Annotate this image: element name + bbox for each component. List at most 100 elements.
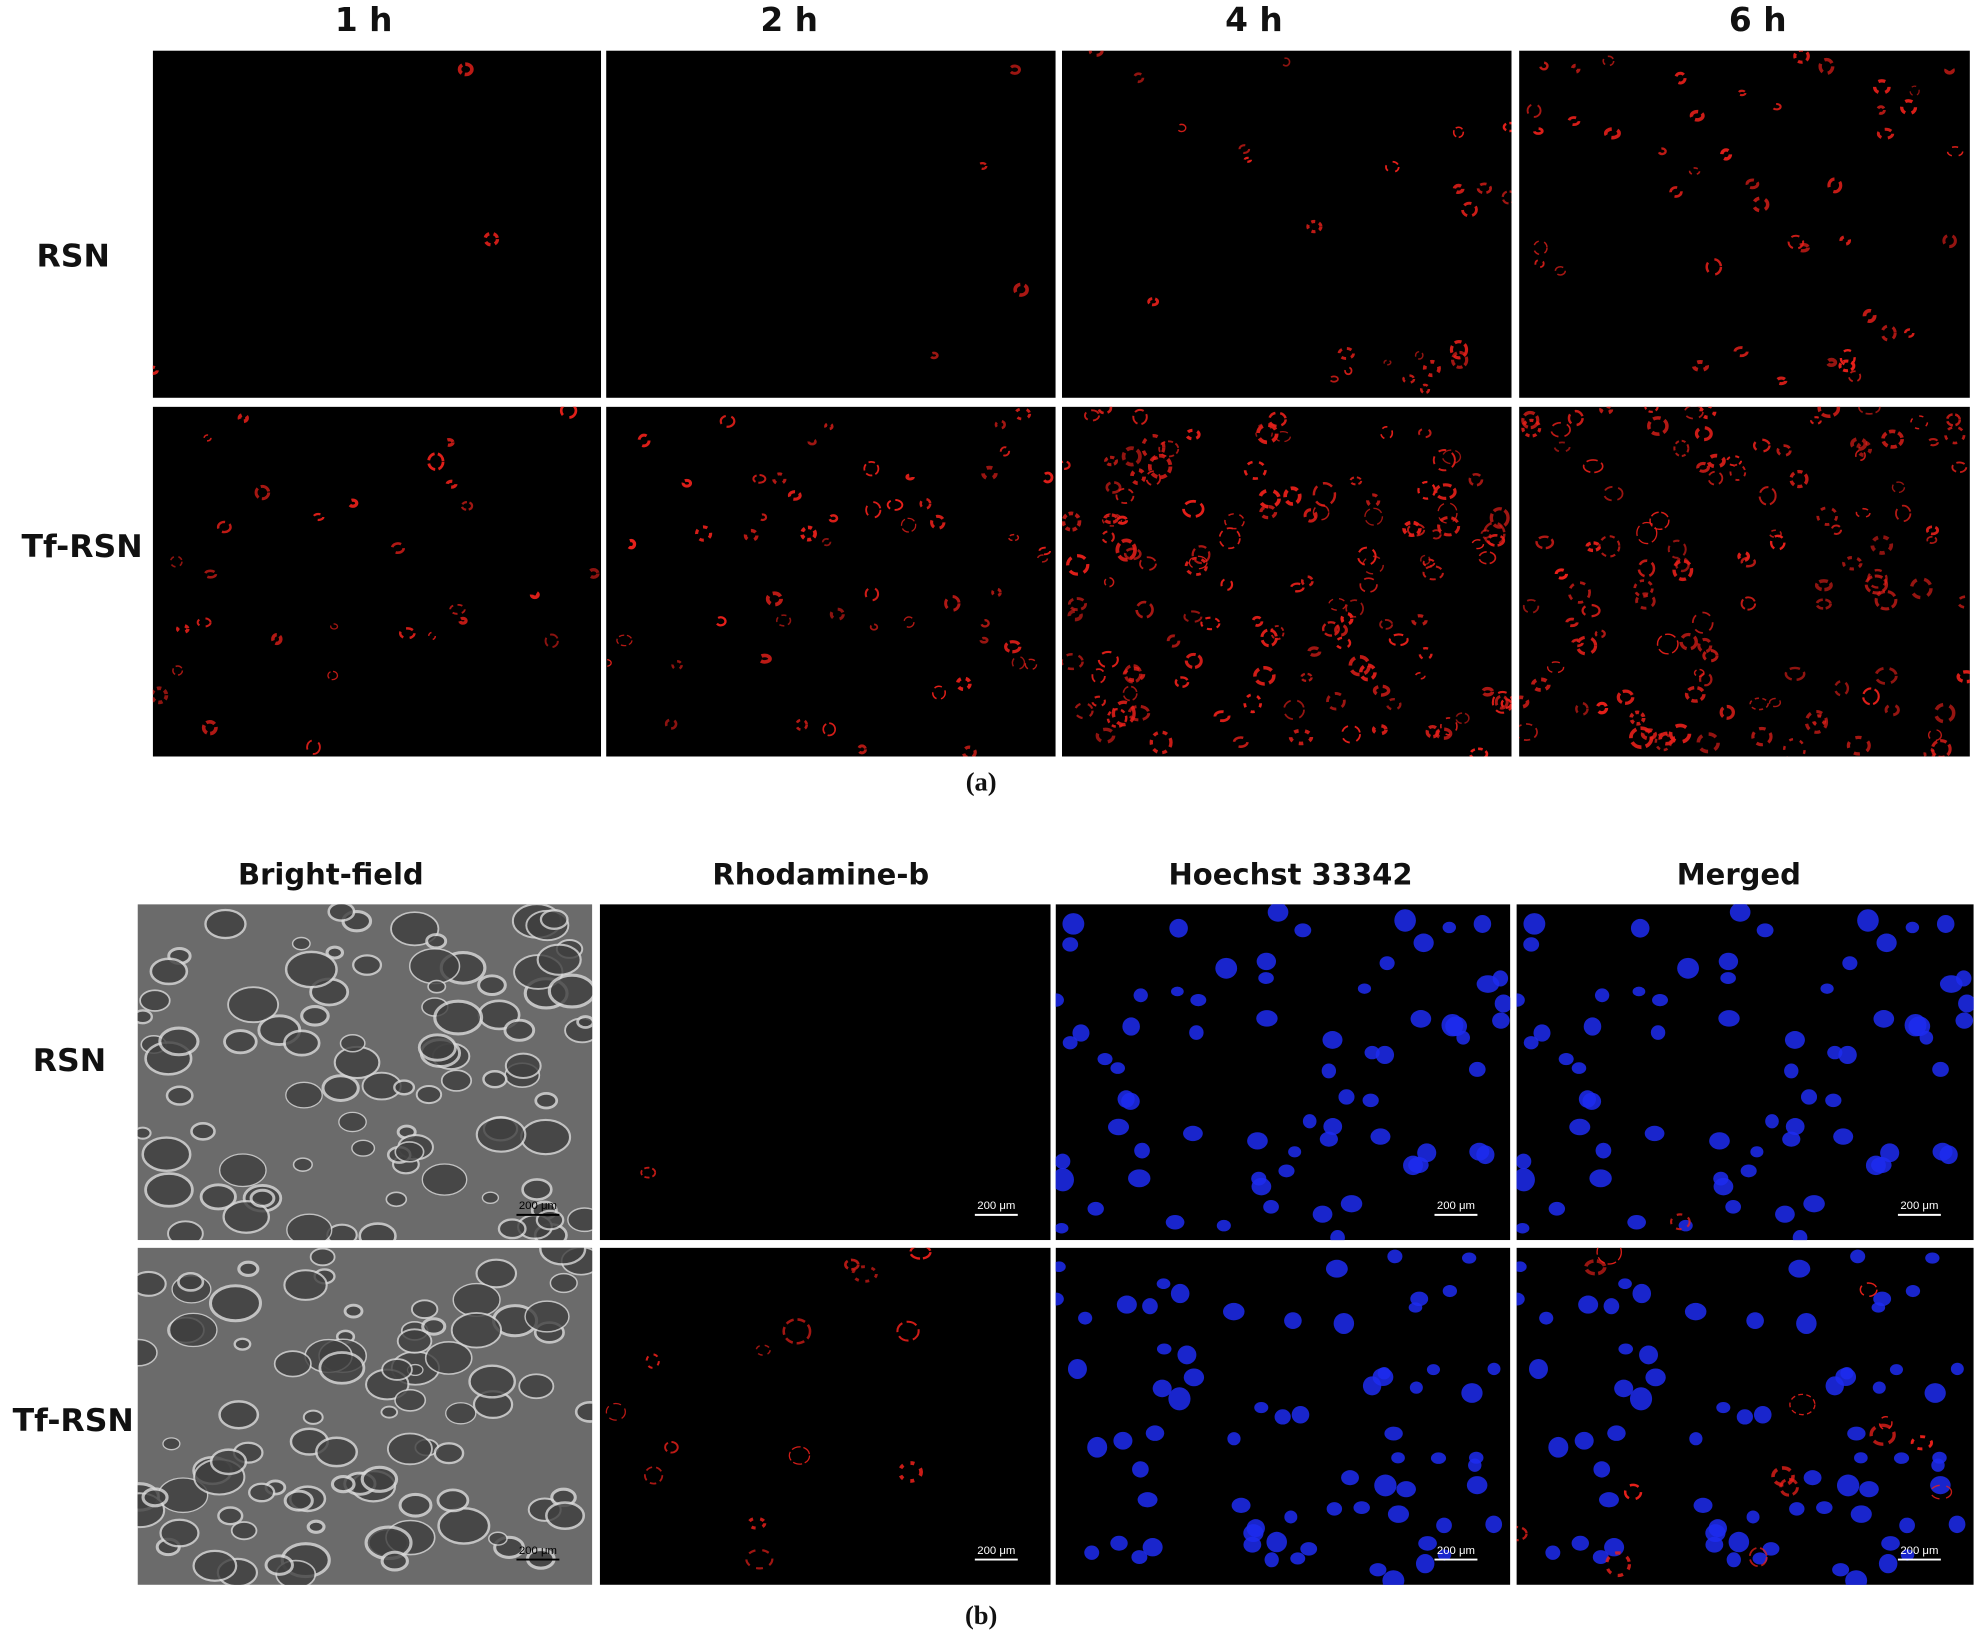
cell bbox=[284, 950, 338, 989]
red-cell bbox=[1636, 521, 1658, 545]
cell bbox=[488, 1531, 508, 1546]
red-cell bbox=[980, 618, 990, 628]
nucleus bbox=[1369, 1563, 1387, 1577]
red-cell bbox=[1008, 533, 1020, 542]
micrograph-background bbox=[1519, 50, 1970, 398]
red-cell bbox=[1013, 282, 1029, 297]
red-cell bbox=[1115, 487, 1135, 504]
red-cell bbox=[1344, 366, 1353, 376]
red-cell bbox=[1691, 360, 1710, 372]
nucleus bbox=[1632, 1283, 1652, 1304]
nucleus bbox=[1258, 972, 1274, 985]
nucleus bbox=[1357, 983, 1372, 994]
micrograph bbox=[1519, 50, 1970, 398]
nucleus bbox=[1548, 1201, 1566, 1216]
red-cell bbox=[1306, 219, 1323, 234]
nucleus bbox=[1583, 1017, 1602, 1036]
red-cell bbox=[1349, 476, 1363, 486]
red-cell bbox=[1602, 55, 1615, 67]
red-cell bbox=[1748, 1546, 1768, 1568]
red-cell bbox=[1455, 712, 1470, 725]
cell bbox=[433, 1442, 465, 1465]
red-cell bbox=[961, 745, 977, 757]
cell bbox=[330, 1474, 356, 1494]
red-cell bbox=[1074, 702, 1094, 720]
red-cell bbox=[1283, 699, 1305, 721]
red-cell bbox=[529, 590, 540, 600]
nucleus bbox=[1593, 1461, 1611, 1478]
red-cell bbox=[1672, 559, 1694, 582]
red-cell bbox=[1623, 1483, 1643, 1501]
cell bbox=[285, 1081, 323, 1109]
red-cell bbox=[398, 627, 416, 640]
cell bbox=[343, 1303, 364, 1319]
red-cell bbox=[1232, 736, 1249, 748]
red-cell bbox=[1521, 410, 1540, 430]
nucleus bbox=[1924, 1383, 1946, 1403]
red-cell bbox=[1726, 455, 1743, 467]
red-cell bbox=[896, 1320, 920, 1342]
red-cell bbox=[1880, 324, 1897, 342]
cell bbox=[534, 1091, 559, 1110]
nucleus bbox=[1842, 956, 1858, 971]
red-cell bbox=[1567, 409, 1584, 427]
red-cell bbox=[1729, 463, 1747, 481]
nucleus bbox=[1442, 921, 1456, 934]
red-cell bbox=[1334, 623, 1348, 637]
cell bbox=[139, 989, 171, 1012]
red-cell bbox=[1596, 1247, 1622, 1265]
nucleus bbox=[1827, 1045, 1843, 1060]
cell bbox=[137, 1270, 167, 1297]
nucleus bbox=[1362, 1093, 1379, 1108]
red-cell bbox=[991, 587, 1002, 598]
nucleus bbox=[1718, 952, 1739, 971]
nucleus bbox=[1170, 1283, 1190, 1304]
red-cell bbox=[981, 465, 998, 481]
red-cell bbox=[1441, 449, 1462, 465]
nucleus bbox=[1278, 1164, 1295, 1178]
micrograph: 200 μm bbox=[1516, 1247, 1974, 1585]
cell bbox=[394, 1141, 425, 1163]
nucleus bbox=[1948, 1515, 1966, 1534]
red-cell bbox=[1595, 701, 1609, 715]
nucleus bbox=[1087, 1201, 1104, 1216]
red-cell bbox=[1218, 527, 1241, 550]
red-cell bbox=[999, 446, 1011, 457]
red-cell bbox=[1846, 735, 1871, 756]
cell bbox=[549, 1272, 578, 1294]
nucleus bbox=[1442, 1284, 1458, 1298]
nucleus bbox=[1215, 957, 1238, 979]
red-cell bbox=[1567, 581, 1591, 604]
red-cell bbox=[1910, 1435, 1934, 1451]
nucleus bbox=[1340, 1195, 1363, 1213]
red-cell bbox=[1817, 406, 1841, 419]
red-cell bbox=[1176, 123, 1187, 133]
red-cell bbox=[1881, 429, 1904, 449]
nucleus bbox=[1899, 1517, 1915, 1534]
red-cell bbox=[772, 472, 787, 486]
red-cell bbox=[758, 513, 768, 522]
micrograph-background bbox=[1519, 406, 1970, 757]
nucleus bbox=[1322, 1031, 1343, 1049]
red-cell bbox=[1694, 426, 1713, 442]
nucleus bbox=[1084, 1545, 1100, 1560]
red-cell bbox=[1174, 676, 1190, 688]
nucleus bbox=[1132, 1461, 1149, 1478]
red-cell bbox=[1827, 177, 1843, 194]
nucleus bbox=[1840, 1367, 1854, 1380]
red-cell bbox=[1122, 685, 1138, 702]
red-cell bbox=[1637, 559, 1656, 578]
red-cell bbox=[1478, 551, 1497, 565]
red-cell bbox=[1469, 747, 1489, 757]
nucleus bbox=[1800, 1089, 1818, 1105]
red-cell bbox=[1942, 233, 1957, 249]
red-cell bbox=[1707, 470, 1724, 486]
nucleus bbox=[1492, 1012, 1510, 1029]
red-cell bbox=[755, 1344, 771, 1356]
nucleus bbox=[1165, 1214, 1185, 1230]
cell bbox=[468, 1364, 516, 1399]
micrograph-background bbox=[1061, 50, 1512, 398]
red-cell bbox=[203, 569, 218, 579]
red-cell bbox=[1008, 64, 1021, 75]
red-cell bbox=[1452, 183, 1465, 195]
